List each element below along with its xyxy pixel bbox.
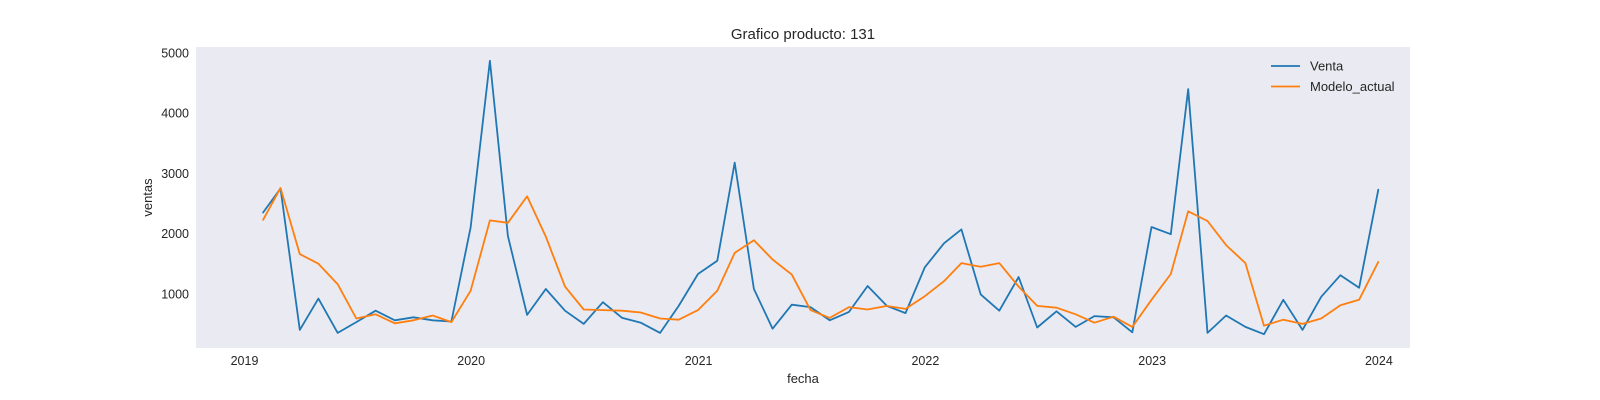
y-tick-label: 4000 [161, 107, 189, 121]
x-axis-ticks: 2019 2020 2021 2022 2023 2024 [231, 354, 1393, 368]
y-axis-ticks: 1000 2000 3000 4000 5000 [161, 47, 189, 302]
x-axis-label: fecha [787, 371, 820, 386]
x-tick-label: 2019 [231, 354, 259, 368]
legend: Venta Modelo_actual [1271, 59, 1395, 94]
x-tick-label: 2021 [685, 354, 713, 368]
plot-area [196, 47, 1410, 348]
chart-title: Grafico producto: 131 [731, 26, 875, 43]
y-axis-label: ventas [140, 178, 155, 217]
series-lines [262, 59, 1380, 336]
y-tick-label: 1000 [161, 287, 189, 301]
x-tick-label: 2023 [1138, 354, 1166, 368]
y-tick-label: 2000 [161, 227, 189, 241]
y-tick-label: 5000 [161, 47, 189, 61]
x-tick-label: 2020 [457, 354, 485, 368]
legend-label: Venta [1310, 59, 1344, 74]
y-tick-label: 3000 [161, 167, 189, 181]
series-line-modelo-actual [262, 186, 1380, 328]
x-tick-label: 2022 [911, 354, 939, 368]
legend-label: Modelo_actual [1310, 79, 1395, 94]
x-tick-label: 2024 [1365, 354, 1393, 368]
